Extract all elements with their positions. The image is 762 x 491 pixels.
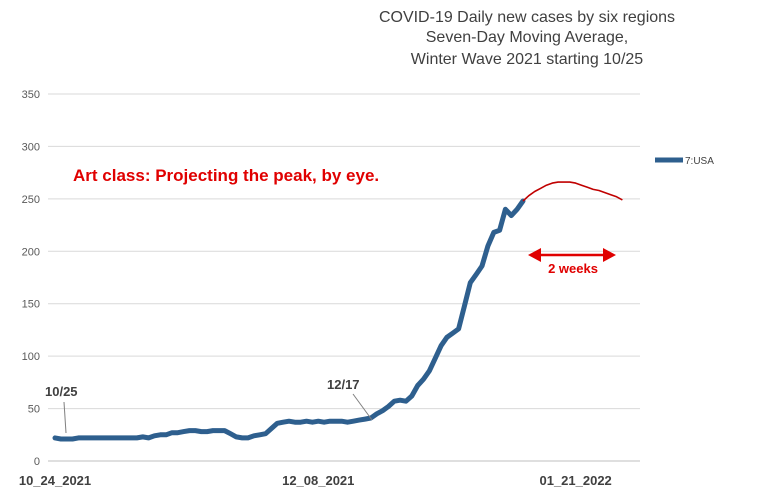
y-tick-label: 350: [22, 89, 40, 101]
annotation-1217: 12/17: [327, 377, 360, 392]
y-tick-label: 250: [22, 194, 40, 206]
x-tick-label: 10_24_2021: [19, 473, 91, 488]
leader-line-1217: [352, 393, 373, 421]
y-tick-label: 0: [34, 456, 40, 468]
legend-label-usa: 7:USA: [685, 156, 714, 167]
chart-title-line-3: Winter Wave 2021 starting 10/25: [411, 51, 644, 68]
y-tick-label: 200: [22, 246, 40, 258]
two-weeks-arrow: [528, 248, 616, 262]
annotation-1025: 10/25: [45, 384, 78, 399]
annotation-two-weeks: 2 weeks: [548, 261, 598, 276]
chart-title-line-2: Seven-Day Moving Average,: [426, 29, 628, 46]
annotation-art-class: Art class: Projecting the peak, by eye.: [73, 166, 379, 185]
y-tick-label: 50: [28, 404, 40, 416]
x-axis-ticks: 10_24_2021 12_08_2021 01_21_2022: [19, 473, 612, 488]
projection-curve: [522, 181, 623, 202]
gridlines: [48, 93, 640, 462]
y-tick-label: 150: [22, 299, 40, 311]
arrow-head-left: [528, 248, 541, 262]
x-tick-label: 01_21_2022: [539, 473, 611, 488]
chart-title-line-1: COVID-19 Daily new cases by six regions: [379, 9, 675, 26]
x-tick-label: 12_08_2021: [282, 473, 354, 488]
series-line-usa: [52, 198, 526, 442]
arrow-head-right: [603, 248, 616, 262]
y-axis-ticks: 0 50 100 150 200 250 300 350: [22, 89, 40, 468]
y-tick-label: 100: [22, 351, 40, 363]
y-tick-label: 300: [22, 141, 40, 153]
leader-line-1025: [63, 401, 67, 434]
